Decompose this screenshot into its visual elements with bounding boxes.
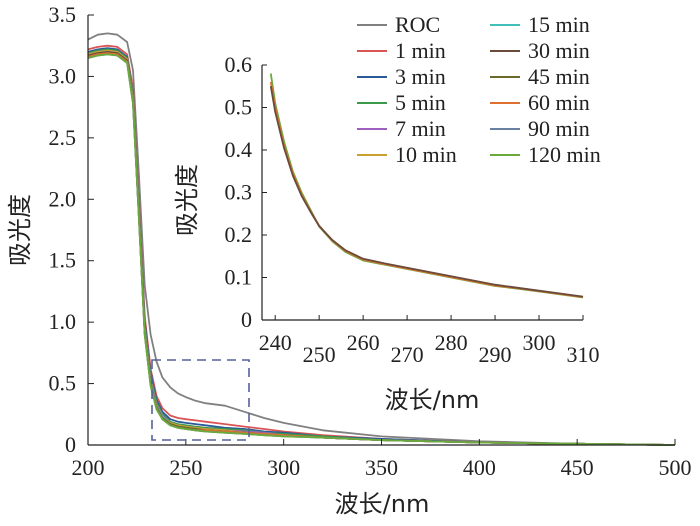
legend-label: 45 min [528, 64, 590, 89]
legend-label: 90 min [528, 116, 590, 141]
inset-plot: 240 250 260 270 280 290 300 310 0 0.1 0.2 0.3 0.4 0.… [173, 52, 600, 414]
inset-y-tick-label: 0.1 [225, 265, 253, 290]
main-series-line-5-min [87, 48, 676, 446]
legend-label: 15 min [528, 12, 590, 37]
inset-x-tick-label: 290 [479, 342, 512, 367]
main-x-axis-title: 波长/nm [335, 490, 430, 518]
inset-x-axis-title: 波长/nm [385, 386, 480, 414]
legend-label: 7 min [395, 116, 446, 141]
legend-label: ROC [395, 12, 440, 37]
main-x-tick-label: 350 [365, 455, 398, 480]
main-x-tick-label: 400 [463, 455, 496, 480]
inset-y-axis-title: 吸光度 [173, 164, 201, 236]
main-x-tick-label: 250 [169, 455, 202, 480]
main-y-axis-title: 吸光度 [6, 194, 34, 266]
main-x-ticks: 200 250 300 350 400 450 500 [72, 439, 692, 480]
main-y-tick-label: 2.0 [49, 186, 77, 211]
legend-label: 30 min [528, 38, 590, 63]
inset-x-tick-label: 300 [523, 330, 556, 355]
inset-y-tick-label: 0 [241, 307, 252, 332]
inset-series-group [269, 73, 584, 299]
main-y-tick-label: 3.5 [49, 2, 77, 27]
main-x-tick-label: 450 [561, 455, 594, 480]
main-y-tick-label: 0.5 [49, 371, 77, 396]
main-x-tick-label: 500 [659, 455, 692, 480]
main-plot: 200 250 300 350 400 450 500 0 0.5 1.0 1.5 2.0 2.5 3.… [6, 2, 692, 518]
main-y-ticks: 0 0.5 1.0 1.5 2.0 2.5 3.0 3.5 [49, 2, 94, 457]
main-x-tick-label: 300 [267, 455, 300, 480]
legend-label: 10 min [395, 142, 457, 167]
inset-y-tick-label: 0.4 [225, 137, 253, 162]
zoom-region-box [151, 359, 250, 441]
legend-label: 3 min [395, 64, 446, 89]
inset-x-tick-label: 240 [259, 330, 292, 355]
main-series-line-120-min [87, 53, 676, 446]
main-series-line-1-min [87, 44, 676, 446]
inset-x-tick-label: 310 [567, 342, 600, 367]
main-y-tick-label: 3.0 [49, 63, 77, 88]
main-y-tick-label: 1.0 [49, 309, 77, 334]
inset-x-tick-label: 260 [347, 330, 380, 355]
legend-label: 5 min [395, 90, 446, 115]
inset-y-tick-label: 0.5 [225, 95, 253, 120]
legend-label: 1 min [395, 38, 446, 63]
main-series-line-roc [87, 32, 676, 446]
main-series-group [87, 32, 676, 446]
inset-x-ticks: 240 250 260 270 280 290 300 310 [259, 315, 600, 367]
main-y-tick-label: 0 [65, 432, 76, 457]
inset-y-tick-label: 0.2 [225, 222, 253, 247]
inset-x-tick-label: 270 [391, 342, 424, 367]
main-x-tick-label: 200 [72, 455, 105, 480]
inset-y-tick-label: 0.6 [225, 52, 253, 77]
inset-y-tick-label: 0.3 [225, 180, 253, 205]
inset-background [258, 65, 583, 323]
inset-x-tick-label: 280 [435, 330, 468, 355]
main-y-tick-label: 1.5 [49, 248, 77, 273]
inset-series-line-30-min [269, 86, 584, 298]
inset-y-ticks: 0 0.1 0.2 0.3 0.4 0.5 0.6 [225, 52, 267, 332]
legend-label: 120 min [528, 142, 601, 167]
main-y-tick-label: 2.5 [49, 125, 77, 150]
legend-label: 60 min [528, 90, 590, 115]
inset-x-tick-label: 250 [303, 342, 336, 367]
